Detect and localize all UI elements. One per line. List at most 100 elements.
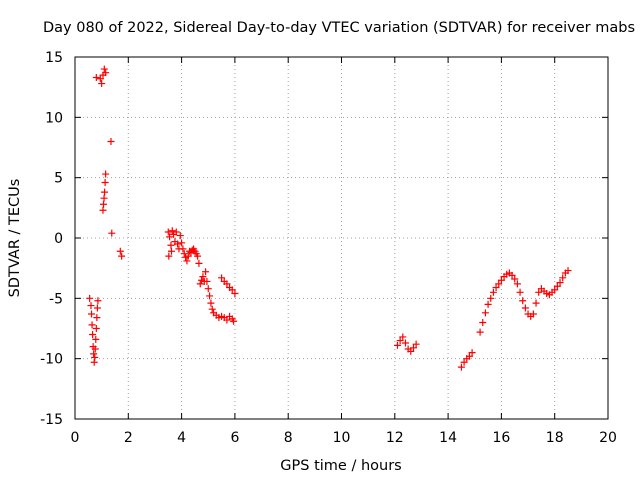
x-tick-label: 20 <box>599 430 617 446</box>
data-point <box>199 273 207 281</box>
data-point <box>468 349 476 357</box>
data-point <box>476 328 484 336</box>
data-point <box>183 257 191 265</box>
data-point <box>172 228 180 236</box>
data-point <box>206 292 214 300</box>
data-point <box>100 200 108 208</box>
data-point <box>207 299 215 307</box>
data-point <box>399 333 407 341</box>
data-point <box>564 267 572 275</box>
data-point <box>167 247 175 255</box>
data-point <box>228 286 236 294</box>
data-point <box>174 240 182 248</box>
data-point <box>98 80 106 88</box>
data-point <box>102 170 110 178</box>
data-point <box>553 282 561 290</box>
data-point <box>102 69 110 77</box>
data-point <box>92 325 100 332</box>
data-point <box>479 318 487 326</box>
data-point <box>195 259 203 267</box>
data-point <box>100 194 108 202</box>
data-point <box>231 290 239 298</box>
data-point <box>168 227 176 235</box>
data-point <box>204 285 212 293</box>
data-point <box>116 247 124 255</box>
data-points <box>86 65 572 371</box>
data-point <box>230 317 238 325</box>
data-point <box>86 294 94 302</box>
data-point <box>484 300 492 308</box>
y-tick-label: -5 <box>49 291 63 307</box>
data-point <box>92 335 100 343</box>
data-point <box>465 352 473 360</box>
data-point <box>94 297 102 305</box>
data-point <box>508 271 516 279</box>
data-point <box>179 245 187 253</box>
x-tick-label: 2 <box>124 430 133 446</box>
data-point <box>100 65 108 73</box>
data-point <box>88 321 96 329</box>
data-point <box>164 228 172 236</box>
x-axis-label: GPS time / hours <box>280 458 401 474</box>
x-tick-label: 4 <box>177 430 186 446</box>
data-point <box>176 232 184 240</box>
data-point <box>91 345 99 353</box>
x-tick-label: 14 <box>439 430 457 446</box>
data-point <box>99 206 107 214</box>
data-point <box>88 310 96 318</box>
x-tick-label: 10 <box>333 430 351 446</box>
x-tick-label: 12 <box>386 430 404 446</box>
data-point <box>519 297 527 305</box>
data-point <box>497 276 505 284</box>
y-tick-label: 10 <box>45 110 63 126</box>
data-point <box>178 239 186 247</box>
data-point <box>165 252 173 260</box>
y-tick-label: 15 <box>45 50 63 66</box>
data-point <box>180 250 188 258</box>
data-point <box>89 331 97 339</box>
plot-frame <box>74 56 609 420</box>
data-point <box>460 358 468 366</box>
axis-ticks: 0 2 4 6 8 10 12 14 16 18 20 -15 -10 -5 0 5 10 15 <box>40 50 617 446</box>
grid <box>75 57 608 419</box>
data-point <box>513 280 521 288</box>
data-point <box>92 74 100 82</box>
data-point <box>90 350 98 358</box>
data-point <box>203 277 211 285</box>
data-point <box>521 304 529 312</box>
data-point <box>481 309 489 317</box>
data-point <box>407 347 415 355</box>
data-point <box>166 233 174 241</box>
data-point <box>108 229 116 237</box>
data-point <box>495 280 503 288</box>
data-point <box>107 137 115 145</box>
data-point <box>196 280 204 288</box>
data-point <box>532 299 540 307</box>
x-tick-label: 16 <box>492 430 510 446</box>
data-point <box>529 310 537 318</box>
data-point <box>93 314 101 322</box>
data-point <box>184 252 192 260</box>
data-point <box>167 241 175 249</box>
data-point <box>87 302 95 310</box>
data-point <box>535 288 543 296</box>
data-point <box>489 288 497 296</box>
data-point <box>559 274 567 282</box>
data-point <box>91 353 99 361</box>
data-point <box>223 280 231 288</box>
data-point <box>218 274 226 282</box>
data-point <box>487 294 495 302</box>
data-point <box>492 283 500 291</box>
x-tick-label: 6 <box>230 430 239 446</box>
data-point <box>409 344 417 352</box>
data-point <box>393 341 401 349</box>
data-point <box>101 178 109 186</box>
data-point <box>101 188 109 196</box>
data-point <box>516 288 524 296</box>
data-point <box>412 340 420 348</box>
data-point <box>457 363 465 371</box>
x-tick-label: 0 <box>71 430 80 446</box>
data-point <box>396 337 404 345</box>
data-point <box>223 316 231 324</box>
